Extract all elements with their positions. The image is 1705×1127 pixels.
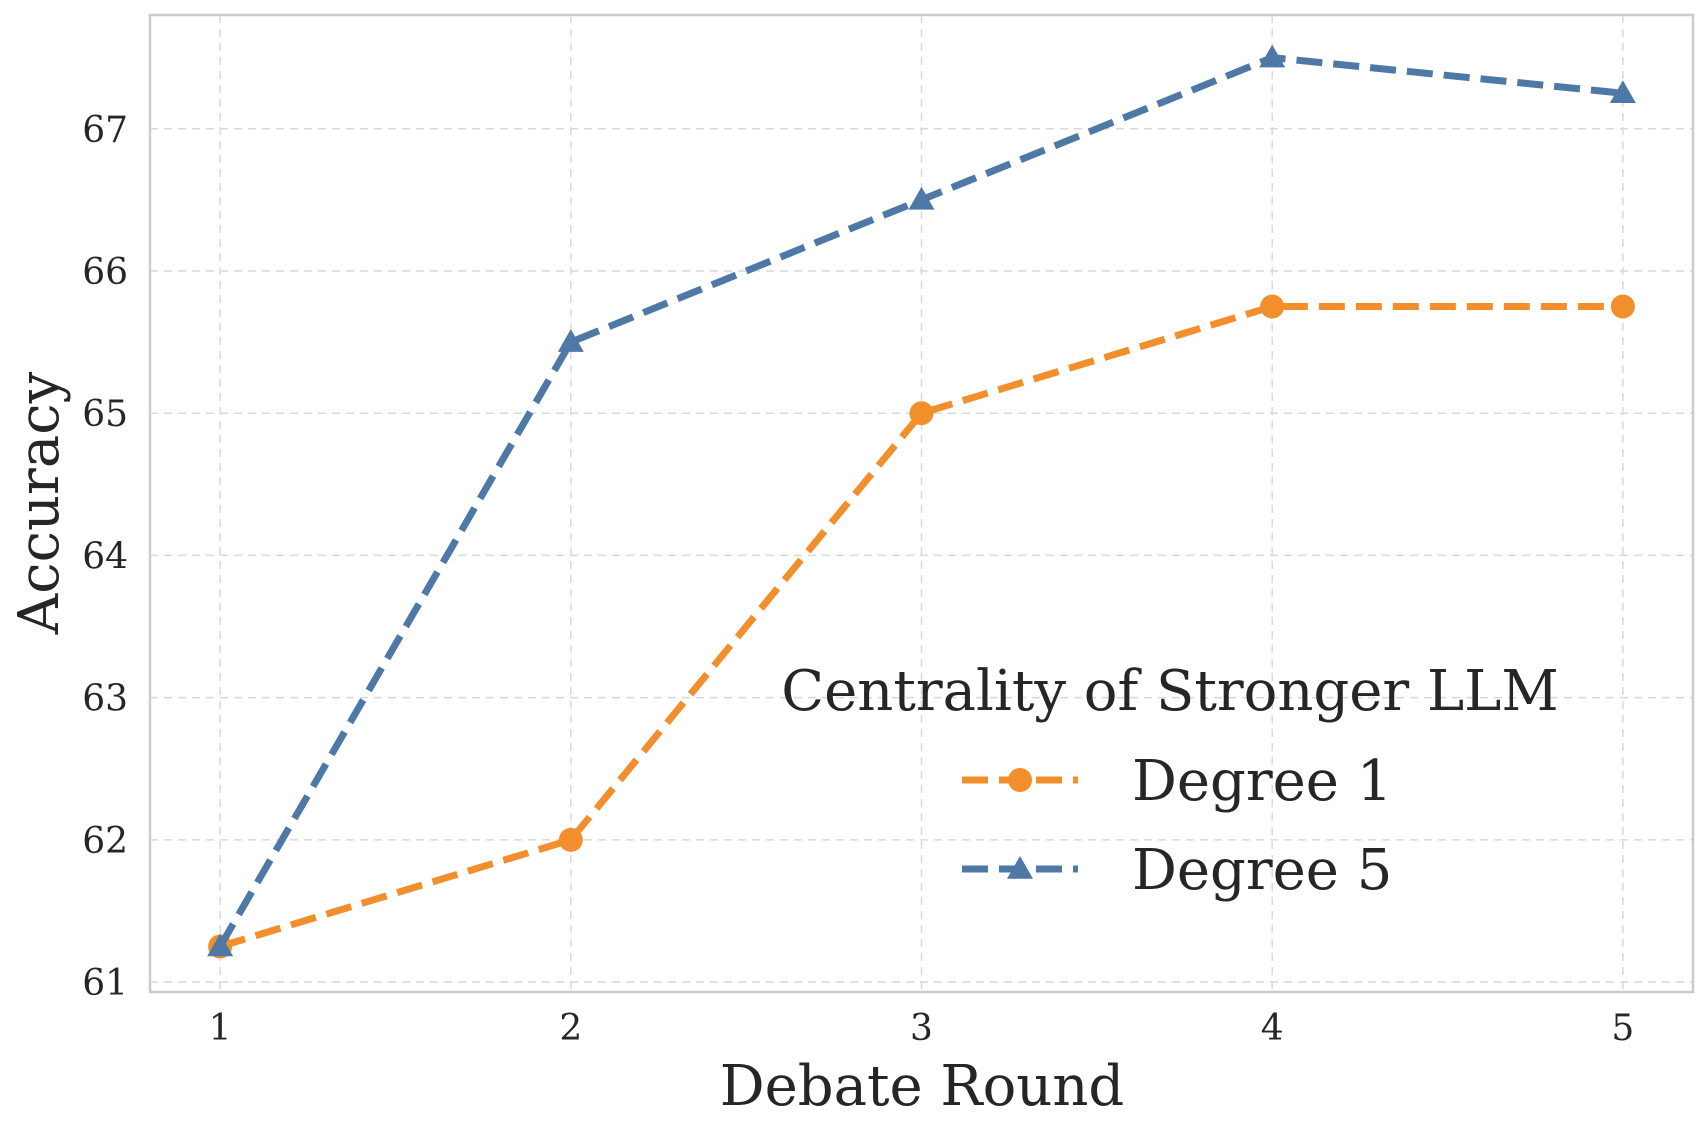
- data-point: [558, 827, 583, 852]
- x-tick-label: 1: [209, 1008, 232, 1049]
- data-point: [909, 401, 934, 426]
- series-degree-1: [208, 294, 1635, 959]
- legend-items: Degree 1 Degree 5: [962, 749, 1392, 903]
- plot-frame: [148, 13, 1695, 994]
- data-point: [207, 933, 234, 957]
- data-point: [1259, 44, 1286, 68]
- grid-layer: [150, 15, 1693, 992]
- legend: Centrality of Stronger LLM Degree 1Degre…: [781, 659, 1558, 903]
- data-point: [1609, 80, 1636, 103]
- data-point: [1260, 294, 1285, 319]
- legend-item: Degree 5: [962, 838, 1392, 903]
- series-degree-5: [207, 44, 1636, 957]
- y-tick-label: 61: [82, 963, 128, 1004]
- legend-label: Degree 1: [1132, 749, 1392, 814]
- y-axis-title: Accuracy: [7, 371, 72, 635]
- x-tick-label: 4: [1261, 1008, 1284, 1049]
- legend-label: Degree 5: [1132, 838, 1392, 903]
- legend-marker: [1008, 768, 1032, 792]
- y-tick-label: 62: [82, 821, 128, 862]
- y-tick-label: 65: [82, 394, 128, 435]
- x-tick-label: 3: [910, 1008, 933, 1049]
- series-line: [219, 303, 1623, 950]
- x-axis-title: Debate Round: [720, 1054, 1125, 1119]
- y-tick-label: 67: [82, 110, 128, 151]
- y-tick-label: 63: [82, 679, 128, 720]
- x-axis: 1 2 3 4 5: [209, 1008, 1635, 1049]
- y-tick-label: 66: [82, 252, 128, 293]
- x-tick-label: 5: [1611, 1008, 1634, 1049]
- y-tick-label: 64: [82, 536, 128, 577]
- data-point: [1610, 294, 1635, 319]
- y-axis: 61 62 63 64 65 66 67: [82, 110, 128, 1004]
- data-point: [908, 186, 935, 210]
- legend-marker: [1007, 856, 1033, 879]
- legend-title: Centrality of Stronger LLM: [781, 659, 1558, 724]
- x-tick-label: 2: [559, 1008, 582, 1049]
- legend-item: Degree 1: [962, 749, 1392, 814]
- data-point: [557, 329, 584, 352]
- series-layer: [207, 44, 1636, 959]
